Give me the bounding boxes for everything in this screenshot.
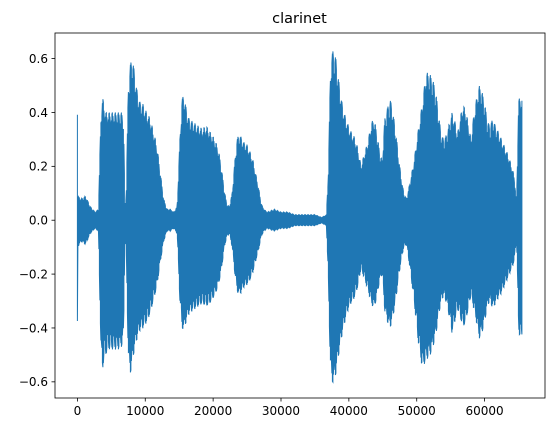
x-tick-label: 20000 (194, 404, 232, 418)
y-tick-label: 0.0 (29, 214, 48, 228)
x-tick-label: 0 (74, 404, 82, 418)
chart-title: clarinet (272, 11, 327, 27)
waveform-series-0 (76, 51, 523, 384)
x-tick-label: 50000 (398, 404, 436, 418)
x-tick-label: 60000 (466, 404, 504, 418)
axes: 0 10000 20000 30000 40000 50000 60000 −0.6 −0.4 −… (19, 32, 546, 418)
y-tick-label: 0.2 (29, 160, 48, 174)
y-tick-label: −0.4 (19, 321, 48, 335)
x-tick-label: 30000 (262, 404, 300, 418)
y-tick-label: −0.6 (19, 375, 48, 389)
x-tick-label: 40000 (330, 404, 368, 418)
y-tick-label: 0.4 (29, 106, 48, 120)
y-tick-label: 0.6 (29, 52, 48, 66)
axes-frame (54, 32, 546, 399)
y-tick-label: −0.2 (19, 267, 48, 281)
plot-area (76, 51, 523, 384)
x-tick-label: 10000 (126, 404, 164, 418)
